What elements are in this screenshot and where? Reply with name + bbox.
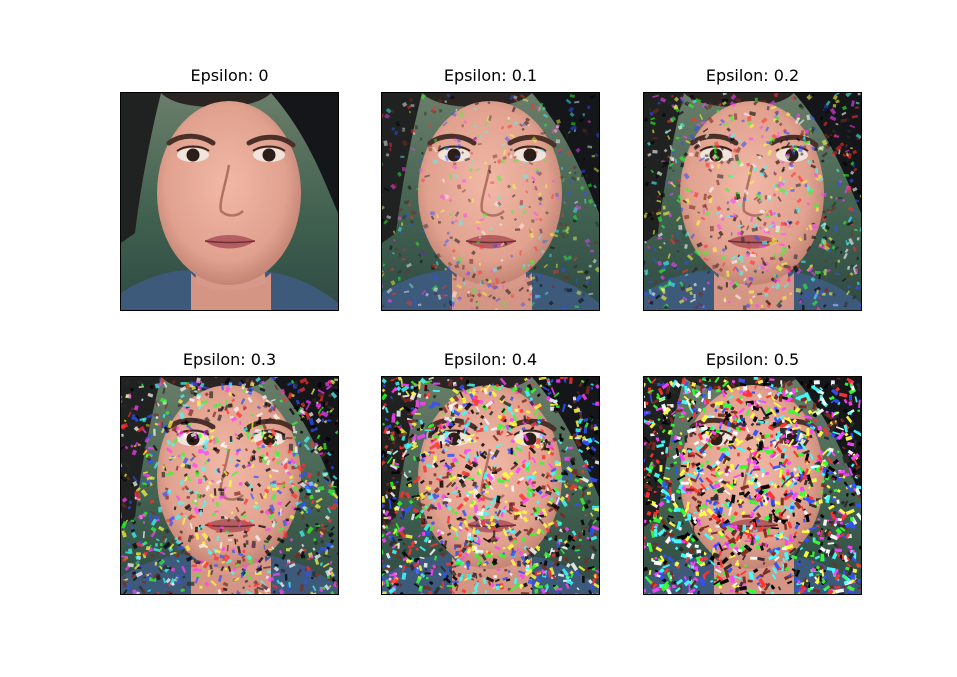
perturbed-face-image	[643, 92, 862, 311]
perturbed-face-image	[381, 376, 600, 595]
panel-title: Epsilon: 0.3	[182, 350, 277, 369]
panel-title: Epsilon: 0.1	[443, 66, 538, 85]
perturbed-face-image	[120, 376, 339, 595]
panel-title: Epsilon: 0	[190, 66, 269, 85]
panel-title: Epsilon: 0.2	[705, 66, 800, 85]
perturbed-face-image	[381, 92, 600, 311]
perturbed-face-image	[643, 376, 862, 595]
face-image	[120, 92, 339, 311]
panel-title: Epsilon: 0.5	[705, 350, 800, 369]
panel-title: Epsilon: 0.4	[443, 350, 538, 369]
